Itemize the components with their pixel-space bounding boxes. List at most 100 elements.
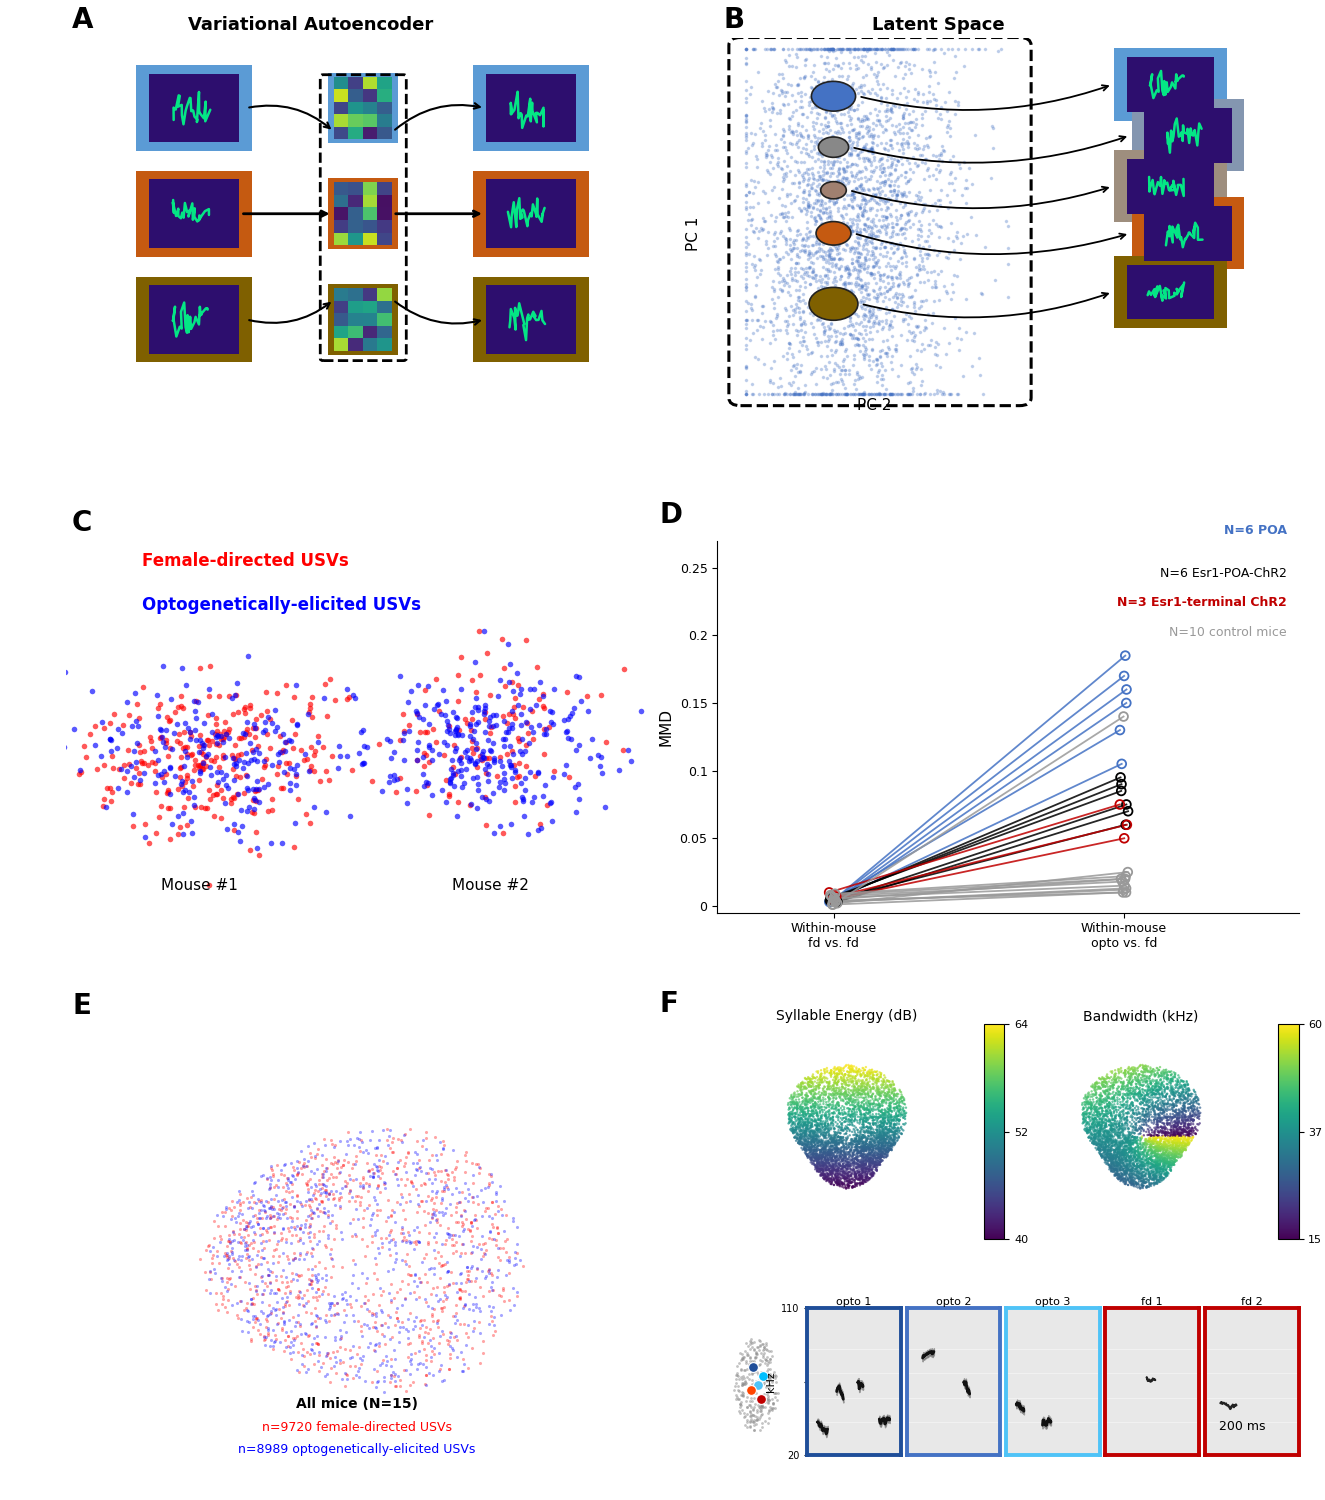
Point	[1096, 1112, 1117, 1136]
Point	[845, 1058, 867, 1082]
Point	[856, 1132, 877, 1156]
Point	[1106, 1143, 1128, 1167]
Point	[493, 1236, 514, 1260]
Point	[855, 1167, 876, 1191]
Point	[787, 38, 808, 62]
Point	[215, 1244, 236, 1268]
Point	[1080, 1088, 1101, 1112]
Point	[207, 730, 228, 754]
Point	[1155, 1098, 1177, 1122]
Point	[277, 1244, 298, 1268]
Point	[735, 90, 757, 114]
Point	[845, 123, 867, 147]
Point	[1173, 1077, 1194, 1101]
Point	[1100, 1059, 1121, 1083]
Point	[1143, 1164, 1165, 1188]
Point	[403, 1370, 424, 1394]
Point	[955, 190, 977, 214]
Point	[356, 1197, 378, 1221]
Point	[1108, 1140, 1129, 1164]
Point	[221, 1293, 242, 1317]
Point	[238, 1233, 260, 1257]
Point	[1136, 1134, 1157, 1158]
Point	[845, 1078, 867, 1102]
Point	[261, 1278, 282, 1302]
Point	[783, 189, 804, 213]
Point	[814, 1142, 835, 1166]
Point	[1104, 1084, 1125, 1108]
Point	[861, 1154, 882, 1178]
Point	[1153, 1149, 1174, 1173]
Point	[739, 1353, 761, 1377]
Point	[1100, 1074, 1121, 1098]
Point	[400, 680, 421, 703]
Point	[803, 206, 824, 230]
Point	[231, 1260, 252, 1284]
Point	[262, 1338, 284, 1362]
Point	[831, 1156, 852, 1180]
Point	[1102, 1152, 1124, 1176]
Point	[822, 1138, 843, 1162]
Point	[894, 63, 916, 87]
Point	[1081, 1074, 1102, 1098]
Point	[1116, 1144, 1137, 1168]
Point	[800, 200, 822, 223]
Point	[1109, 1149, 1130, 1173]
Point	[859, 1137, 880, 1161]
Point	[1167, 1110, 1189, 1134]
Point	[758, 1358, 779, 1382]
Point	[1175, 1128, 1196, 1152]
Point	[930, 356, 951, 380]
Point	[1157, 1077, 1178, 1101]
Point	[848, 1132, 869, 1156]
Point	[1155, 1126, 1177, 1150]
Point	[852, 1086, 873, 1110]
Point	[339, 1284, 360, 1308]
Point	[1112, 1094, 1133, 1118]
Point	[1112, 1143, 1133, 1167]
Point	[814, 1083, 835, 1107]
Point	[784, 1120, 806, 1144]
Point	[859, 1070, 880, 1094]
Point	[825, 236, 847, 260]
Point	[1126, 1160, 1147, 1184]
Point	[857, 206, 878, 230]
Point	[1108, 1059, 1129, 1083]
Point	[824, 1164, 845, 1188]
Point	[868, 1065, 889, 1089]
Point	[1109, 1143, 1130, 1167]
Point	[820, 1126, 841, 1150]
Point	[1092, 1146, 1113, 1170]
Point	[476, 642, 497, 666]
Point	[1147, 1146, 1169, 1170]
Point	[783, 312, 804, 336]
Point	[825, 1132, 847, 1156]
Point	[1113, 878, 1134, 902]
Point	[1167, 1089, 1189, 1113]
Point	[1145, 1062, 1166, 1086]
Point	[1110, 1168, 1132, 1192]
Point	[831, 1101, 852, 1125]
Point	[1126, 1072, 1147, 1096]
Point	[1093, 1137, 1114, 1161]
Point	[1109, 1152, 1130, 1176]
Point	[390, 1374, 411, 1398]
Point	[1110, 1150, 1132, 1174]
Point	[888, 1102, 909, 1126]
Point	[819, 176, 840, 200]
Point	[890, 204, 912, 228]
Point	[158, 744, 179, 768]
Point	[823, 1167, 844, 1191]
Point	[1145, 1059, 1166, 1083]
Point	[1153, 1125, 1174, 1149]
Point	[816, 1156, 837, 1180]
Point	[803, 196, 824, 220]
Point	[1153, 1137, 1174, 1161]
Point	[856, 1137, 877, 1161]
Point	[1104, 1119, 1125, 1143]
Point	[1077, 1084, 1098, 1108]
Point	[848, 81, 869, 105]
Point	[818, 1100, 839, 1124]
Point	[880, 1100, 901, 1124]
Point	[1145, 1140, 1166, 1164]
